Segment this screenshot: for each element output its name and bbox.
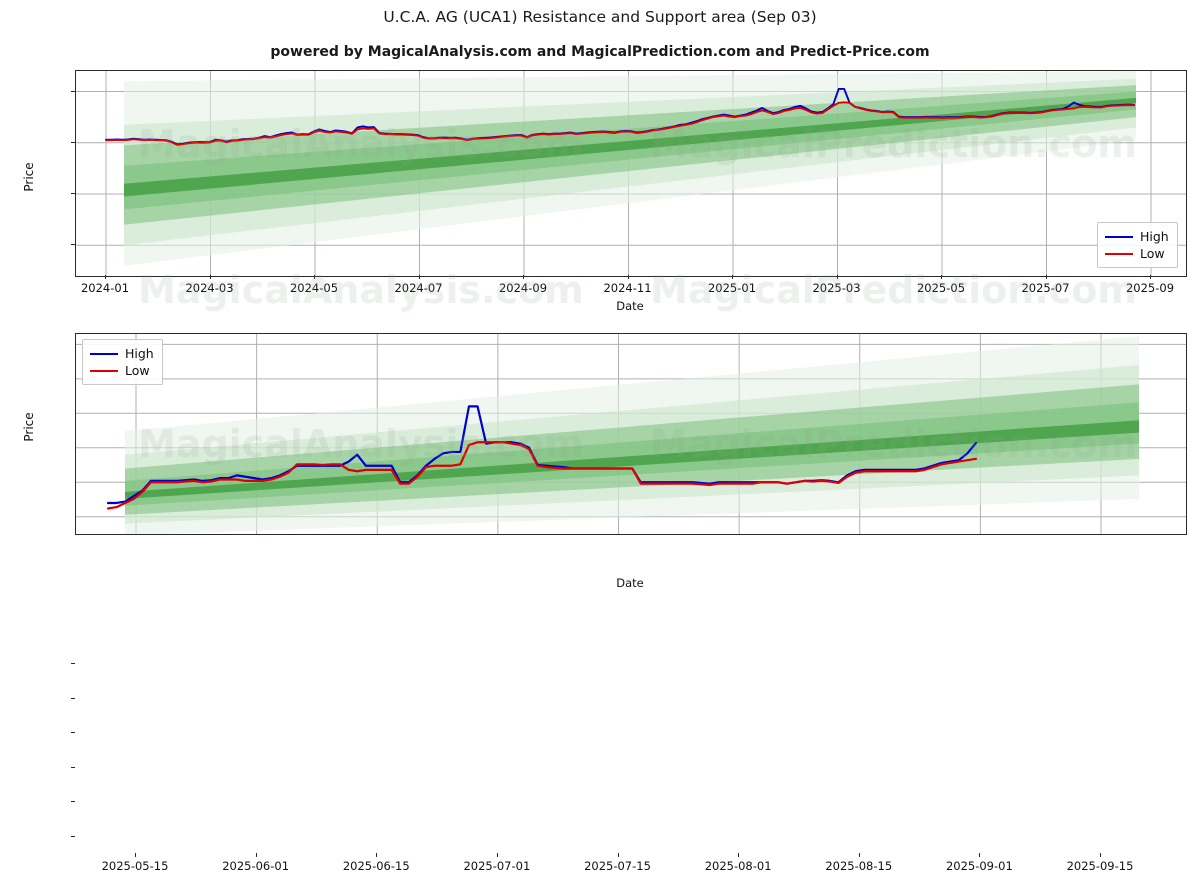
x-tick-label: 2025-07-15 <box>584 859 651 873</box>
top-plot-area <box>75 70 1187 277</box>
x-tick-label: 2024-11 <box>603 281 652 295</box>
x-tick-label: 2025-06-15 <box>342 859 410 873</box>
x-tick-mark <box>858 853 860 857</box>
x-tick-mark <box>1100 853 1101 857</box>
top-legend[interactable]: High Low <box>1097 222 1178 268</box>
x-tick-label: 2025-09-01 <box>945 859 1013 873</box>
page-title: U.C.A. AG (UCA1) Resistance and Support … <box>383 8 817 26</box>
y-tick-mark <box>71 90 75 92</box>
y-tick-mark <box>71 193 75 194</box>
y-tick-mark <box>71 801 75 803</box>
x-tick-label: 2025-09-15 <box>1066 859 1134 873</box>
x-tick-mark <box>738 853 740 857</box>
bottom-x-tick-labels: 2025-05-15 2025-06-01 2025-06-15 2025-07-01… <box>0 320 1200 873</box>
x-tick-label: 2025-08-01 <box>704 859 772 873</box>
top-legend-label-high: High <box>1140 229 1169 244</box>
bottom-legend-item-high[interactable]: High <box>90 345 154 362</box>
x-tick-label: 2024-05 <box>289 281 339 295</box>
top-chart-panel: Price −2002040 2024-012024-032024-052024… <box>0 0 1200 320</box>
x-tick-mark <box>941 275 942 279</box>
y-tick-mark <box>71 732 75 734</box>
top-plot-svg <box>76 71 1186 276</box>
x-tick-label: 2025-07 <box>1021 281 1070 295</box>
y-tick-mark <box>71 835 75 837</box>
x-tick-label: 2025-06-01 <box>222 859 290 873</box>
y-tick-mark <box>71 766 75 768</box>
x-tick-mark <box>209 275 211 279</box>
low-line-swatch <box>90 369 118 372</box>
bottom-chart-panel: Price 253035404550 2025-05-152025-06-012… <box>0 320 1200 873</box>
bottom-plot-svg <box>76 334 1186 534</box>
x-tick-label: 2025-09 <box>1125 281 1175 295</box>
x-tick-label: 2025-08-15 <box>825 859 893 873</box>
x-tick-mark <box>496 853 498 857</box>
x-tick-mark <box>523 275 524 279</box>
x-tick-label: 2024-01 <box>80 281 130 295</box>
x-tick-mark <box>376 853 378 857</box>
bottom-legend-label-low: Low <box>125 363 150 378</box>
x-tick-mark <box>1150 275 1151 279</box>
x-tick-mark <box>135 853 136 857</box>
y-tick-mark <box>71 244 75 246</box>
x-tick-label: 2024-03 <box>185 281 234 295</box>
high-line-swatch <box>90 352 118 355</box>
x-tick-label: 2025-03 <box>812 281 861 295</box>
x-tick-mark <box>979 853 981 857</box>
bottom-legend-label-high: High <box>125 346 154 361</box>
high-line-swatch <box>1105 235 1133 238</box>
top-legend-item-high[interactable]: High <box>1105 228 1169 245</box>
x-tick-label: 2025-05-15 <box>101 859 169 873</box>
x-tick-mark <box>255 853 257 857</box>
page-subtitle: powered by MagicalAnalysis.com and Magic… <box>270 44 930 60</box>
bottom-x-axis-label: Date <box>616 576 644 590</box>
x-tick-label: 2024-07 <box>394 281 443 295</box>
y-tick-mark <box>71 697 75 699</box>
top-legend-item-low[interactable]: Low <box>1105 245 1169 262</box>
low-line-swatch <box>1105 252 1133 255</box>
x-tick-label: 2025-07-01 <box>463 859 531 873</box>
x-tick-label: 2025-05 <box>916 281 966 295</box>
bottom-legend-item-low[interactable]: Low <box>90 362 154 379</box>
x-tick-mark <box>1045 275 1047 279</box>
x-tick-label: 2024-09 <box>498 281 548 295</box>
bottom-plot-area <box>75 333 1187 535</box>
x-tick-mark <box>732 275 733 279</box>
x-tick-mark <box>314 275 315 279</box>
x-tick-mark <box>836 275 838 279</box>
x-tick-mark <box>105 275 106 279</box>
x-tick-mark <box>418 275 420 279</box>
x-tick-label: 2025-01 <box>707 281 757 295</box>
y-tick-mark <box>71 663 75 665</box>
top-legend-label-low: Low <box>1140 246 1165 261</box>
top-x-axis-label: Date <box>616 299 644 313</box>
top-x-tick-labels: 2024-01 2024-03 2024-05 2024-07 2024-09 2024-… <box>0 0 1200 320</box>
x-tick-mark <box>627 275 629 279</box>
y-tick-mark <box>71 141 75 143</box>
x-tick-mark <box>617 853 619 857</box>
top-y-tick-labels: −2002040 <box>0 0 75 320</box>
bottom-legend[interactable]: High Low <box>82 339 163 385</box>
